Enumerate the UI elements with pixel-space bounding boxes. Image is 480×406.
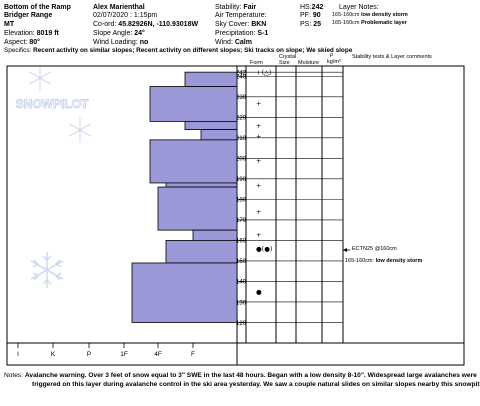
- stability-header: Stability tests & Layer comments: [352, 54, 432, 60]
- height-tick-label: 220: [236, 116, 247, 122]
- ps: PS: 25: [300, 21, 322, 28]
- hardness-ticks: I K P 1F 4F F: [17, 343, 195, 358]
- crystal-header: Crystal: [279, 54, 297, 60]
- height-tick-label: 130: [236, 300, 247, 306]
- sky-cover: Sky Cover: BKN: [215, 21, 267, 28]
- crystal-symbols: +(△) + + + + + + + ●(●) ●: [256, 69, 272, 297]
- precipitation: Precipitation: S-1: [215, 30, 269, 37]
- crystal-form-symbol: ●: [256, 288, 262, 296]
- crystal-form-symbol: ●(●): [256, 245, 272, 253]
- layer-comment: 165-160cm: low density storm: [345, 258, 423, 264]
- aspect: Aspect: 80°: [4, 39, 40, 46]
- site-name: Bottom of the Ramp: [4, 4, 71, 11]
- slope-angle: Slope Angle: 24°: [93, 30, 145, 37]
- pf: PF: 90: [300, 12, 321, 19]
- height-tick-label: 180: [236, 198, 247, 204]
- crystal-form-symbol: +: [256, 132, 261, 140]
- range-name: Bridger Range: [4, 12, 53, 19]
- form-header: Form: [250, 60, 263, 66]
- layer-note-1: 165-160cm low density storm: [332, 12, 408, 18]
- observer: Alex Marienthal: [93, 4, 145, 11]
- notes: Notes: Avalanche warning. Over 3 feet of…: [4, 372, 477, 379]
- hardness-tick-label: I: [17, 351, 19, 358]
- notes-line-2: triggered on this layer during avalanche…: [32, 381, 480, 388]
- state: MT: [4, 21, 15, 28]
- height-tick-label: 170: [236, 218, 247, 224]
- air-temperature: Air Temperature:: [215, 12, 267, 19]
- watermark: SNOWPILOT: [16, 97, 89, 111]
- layer-bar: [184, 121, 238, 131]
- crystal-form-symbol: +: [256, 122, 261, 130]
- height-tick-label: 190: [236, 177, 247, 183]
- coordinates: Co-ord: 45.82926N, -110.93018W: [93, 21, 199, 28]
- stability: Stability: Fair: [215, 4, 257, 11]
- layer-bars: [131, 71, 238, 323]
- elevation: Elevation: 8019 ft: [4, 30, 59, 37]
- layer-notes-title: Layer Notes:: [339, 4, 379, 11]
- layer-bar: [157, 186, 238, 231]
- moisture-header: Moisture: [298, 60, 320, 66]
- wind: Wind: Calm: [215, 39, 252, 46]
- layer-bar: [165, 240, 238, 264]
- layer-bar: [192, 229, 238, 241]
- datetime: 02/07/2020 : 1:15pm: [93, 12, 158, 19]
- hardness-tick-label: 1F: [120, 351, 128, 358]
- layer-note-2: 165-160cm Problematic layer: [332, 20, 407, 26]
- hardness-tick-label: 4F: [154, 351, 162, 358]
- height-tick-label: 230: [236, 95, 247, 101]
- crystal-form-symbol: +: [256, 182, 261, 190]
- arrow-head-icon: [343, 248, 347, 252]
- height-tick-label: 242: [236, 70, 247, 76]
- layer-bar: [184, 71, 238, 87]
- hardness-tick-label: F: [191, 351, 195, 358]
- height-tick-label: 120: [236, 321, 247, 327]
- height-tick-label: 160: [236, 239, 247, 245]
- layer-bar: [149, 139, 238, 184]
- crystal-form-symbol: +: [256, 99, 261, 107]
- layer-bar: [149, 86, 238, 122]
- specifics: Specifics: Recent activity on similar sl…: [4, 47, 353, 54]
- crystal-form-symbol: +: [256, 157, 261, 165]
- layer-bar: [165, 182, 238, 188]
- height-tick-label: 140: [236, 280, 247, 286]
- crystal-form-symbol: +: [256, 208, 261, 216]
- hardness-tick-label: K: [51, 351, 56, 358]
- height-tick-label: 210: [236, 136, 247, 142]
- size-header: Size: [279, 60, 290, 66]
- snowflake-icon: [28, 65, 92, 288]
- crystal-form-symbol: +(△): [256, 69, 272, 77]
- crystal-form-symbol: +: [256, 231, 261, 239]
- height-tick-label: 240: [236, 75, 247, 81]
- hs: HS:242: [300, 4, 324, 11]
- rho-unit: kg/m³: [327, 59, 341, 65]
- height-tick-label: 150: [236, 259, 247, 265]
- hardness-tick-label: P: [87, 351, 91, 358]
- layer-bar: [200, 129, 238, 141]
- chart-frame: [6, 65, 465, 366]
- height-tick-label: 200: [236, 157, 247, 163]
- stability-test: ECTN25 @160cm: [352, 246, 397, 252]
- layer-bar: [131, 262, 238, 323]
- rho-header: ρ: [330, 52, 334, 58]
- height-gridlines: 120 130 140 150 160 170 180 190 200 210 220 230 2402…: [236, 70, 343, 327]
- wind-loading: Wind Loading: no: [93, 39, 149, 46]
